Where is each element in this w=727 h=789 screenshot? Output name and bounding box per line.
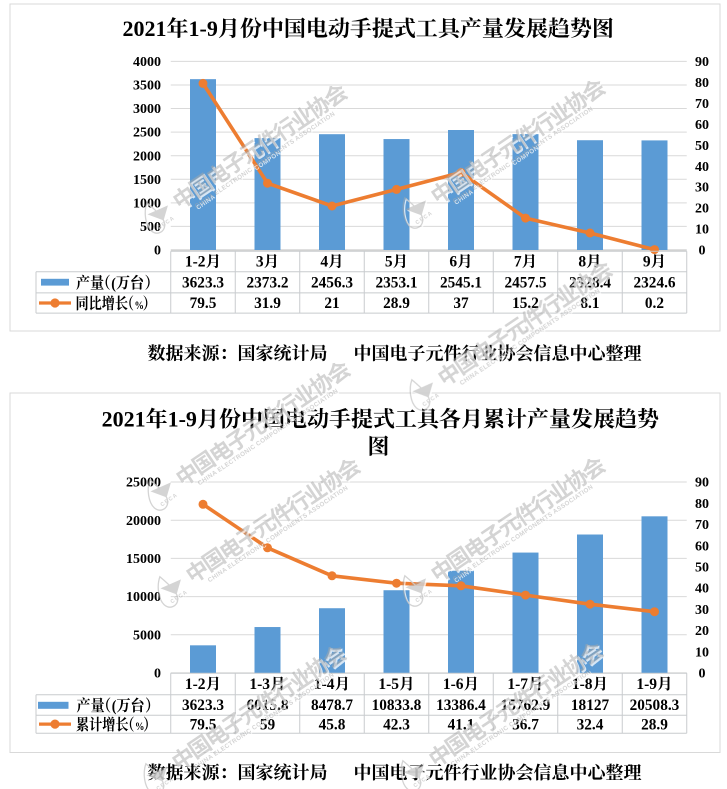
svg-text:20: 20 [695, 202, 709, 217]
svg-text:28.9: 28.9 [641, 716, 668, 733]
svg-text:31.9: 31.9 [254, 295, 281, 312]
svg-text:3623.3: 3623.3 [182, 274, 224, 291]
svg-text:(: ( [111, 276, 116, 293]
svg-text:1-6: 1-6 [443, 676, 464, 693]
svg-text:1-2: 1-2 [185, 254, 206, 271]
svg-text:2456.3: 2456.3 [311, 274, 353, 291]
svg-text:1-9: 1-9 [636, 676, 657, 693]
svg-text:1-5: 1-5 [378, 676, 399, 693]
svg-text:20000: 20000 [126, 514, 161, 529]
svg-text:0: 0 [154, 667, 161, 682]
svg-text:1-9: 1-9 [189, 16, 218, 41]
svg-text:(: ( [112, 698, 117, 715]
svg-text:3000: 3000 [133, 102, 161, 117]
svg-text:2353.1: 2353.1 [376, 274, 418, 291]
svg-text:CECA: CECA [157, 778, 177, 789]
svg-text:2021: 2021 [123, 16, 167, 41]
svg-text:40: 40 [695, 160, 709, 175]
svg-text:42.3: 42.3 [383, 716, 410, 733]
svg-text:1-3: 1-3 [249, 676, 270, 693]
svg-text:80: 80 [695, 76, 709, 91]
svg-text:50: 50 [695, 561, 709, 576]
svg-text:32.4: 32.4 [577, 716, 604, 733]
svg-text:7: 7 [514, 254, 522, 271]
svg-text:500: 500 [140, 220, 161, 235]
svg-text:80: 80 [695, 497, 709, 512]
svg-text:45.8: 45.8 [319, 716, 346, 733]
svg-text:4000: 4000 [133, 55, 161, 70]
svg-text:40: 40 [695, 582, 709, 597]
svg-text:10: 10 [695, 223, 709, 238]
svg-text:21: 21 [324, 295, 339, 312]
svg-text:60: 60 [695, 539, 709, 554]
svg-text:10: 10 [695, 645, 709, 660]
svg-text:15000: 15000 [126, 552, 161, 567]
svg-text:2373.2: 2373.2 [247, 274, 289, 291]
svg-text:8478.7: 8478.7 [311, 697, 353, 714]
svg-text:2500: 2500 [133, 126, 161, 141]
svg-text:37: 37 [453, 295, 469, 312]
svg-text:3623.3: 3623.3 [182, 697, 224, 714]
svg-text:20508.3: 20508.3 [630, 697, 680, 714]
svg-text:%: % [135, 300, 144, 312]
svg-text:30: 30 [695, 181, 709, 196]
svg-text:1500: 1500 [133, 173, 161, 188]
svg-text:2324.6: 2324.6 [634, 274, 676, 291]
svg-text:6: 6 [449, 254, 457, 271]
svg-text:30: 30 [695, 603, 709, 618]
svg-text:0: 0 [154, 244, 161, 259]
svg-text:10000: 10000 [126, 590, 161, 605]
svg-text:60: 60 [695, 118, 709, 133]
svg-text:2021: 2021 [102, 407, 146, 432]
svg-text:%: % [135, 721, 144, 733]
svg-text:8.1: 8.1 [580, 295, 599, 312]
svg-text:36.7: 36.7 [512, 716, 539, 733]
svg-text:13386.4: 13386.4 [436, 697, 486, 714]
svg-text:79.5: 79.5 [190, 716, 217, 733]
svg-text:1-9: 1-9 [168, 407, 197, 432]
svg-text:70: 70 [695, 518, 709, 533]
svg-text:90: 90 [695, 55, 709, 70]
svg-text:90: 90 [695, 476, 709, 491]
svg-text:0: 0 [699, 244, 706, 259]
svg-text:0.2: 0.2 [645, 295, 664, 312]
svg-text:5000: 5000 [133, 628, 161, 643]
svg-text:70: 70 [695, 97, 709, 112]
svg-text:1-8: 1-8 [572, 676, 593, 693]
svg-text:9: 9 [643, 254, 651, 271]
svg-text:1-2: 1-2 [185, 676, 206, 693]
svg-text:3500: 3500 [133, 79, 161, 94]
svg-text:15762.9: 15762.9 [501, 697, 551, 714]
svg-text:50: 50 [695, 139, 709, 154]
svg-text:25000: 25000 [126, 476, 161, 491]
svg-text:10833.8: 10833.8 [372, 697, 422, 714]
svg-text:3: 3 [256, 254, 264, 271]
svg-text:4: 4 [320, 254, 328, 271]
svg-text:28.9: 28.9 [383, 295, 410, 312]
svg-text:2000: 2000 [133, 149, 161, 164]
svg-text:0: 0 [699, 667, 706, 682]
svg-text:18127: 18127 [571, 697, 610, 714]
svg-text:2545.1: 2545.1 [440, 274, 482, 291]
svg-text:59: 59 [260, 716, 276, 733]
svg-text:79.5: 79.5 [190, 295, 217, 312]
svg-text:2457.5: 2457.5 [505, 274, 547, 291]
svg-text:20: 20 [695, 624, 709, 639]
svg-text:8: 8 [578, 254, 586, 271]
svg-text:5: 5 [385, 254, 393, 271]
